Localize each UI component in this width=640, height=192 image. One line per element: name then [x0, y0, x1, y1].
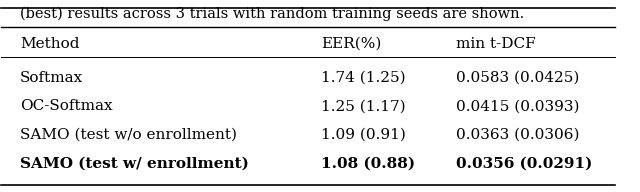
Text: 1.74 (1.25): 1.74 (1.25): [321, 71, 405, 85]
Text: (best) results across 3 trials with random training seeds are shown.: (best) results across 3 trials with rand…: [20, 7, 524, 22]
Text: min t-DCF: min t-DCF: [456, 37, 536, 51]
Text: 1.09 (0.91): 1.09 (0.91): [321, 128, 406, 142]
Text: SAMO (test w/ enrollment): SAMO (test w/ enrollment): [20, 156, 249, 170]
Text: 0.0583 (0.0425): 0.0583 (0.0425): [456, 71, 579, 85]
Text: OC-Softmax: OC-Softmax: [20, 99, 113, 113]
Text: Softmax: Softmax: [20, 71, 83, 85]
Text: 0.0363 (0.0306): 0.0363 (0.0306): [456, 128, 579, 142]
Text: 1.25 (1.17): 1.25 (1.17): [321, 99, 405, 113]
Text: 0.0356 (0.0291): 0.0356 (0.0291): [456, 156, 592, 170]
Text: 1.08 (0.88): 1.08 (0.88): [321, 156, 415, 170]
Text: EER(%): EER(%): [321, 37, 381, 51]
Text: 0.0415 (0.0393): 0.0415 (0.0393): [456, 99, 579, 113]
Text: SAMO (test w/o enrollment): SAMO (test w/o enrollment): [20, 128, 237, 142]
Text: Method: Method: [20, 37, 79, 51]
